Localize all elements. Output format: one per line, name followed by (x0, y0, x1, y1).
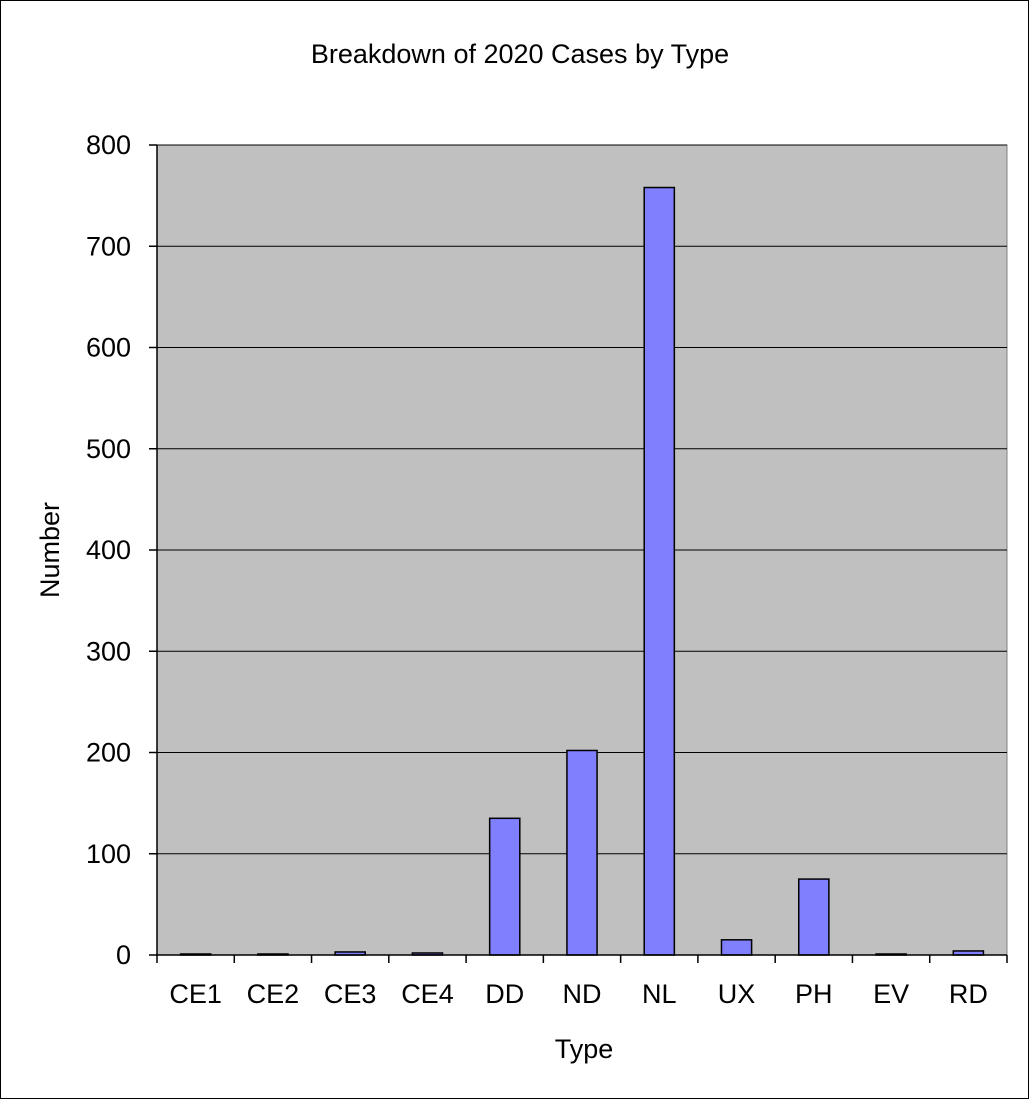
x-tick-label: DD (485, 979, 524, 1009)
x-tick-label: EV (873, 979, 909, 1009)
y-axis-title: Number (35, 502, 65, 598)
y-tick-label: 500 (86, 434, 131, 464)
x-tick-label: CE1 (169, 979, 222, 1009)
y-axis-ticks: 0 100 200 300 400 500 600 700 800 (86, 130, 157, 970)
x-tick-label: ND (563, 979, 602, 1009)
x-axis-title: Type (555, 1034, 614, 1064)
x-tick-label: CE4 (401, 979, 454, 1009)
y-tick-label: 700 (86, 231, 131, 261)
bar-ux (720, 939, 753, 956)
bar-ph (798, 878, 830, 956)
y-tick-label: 800 (86, 130, 131, 160)
bar-nl (643, 186, 676, 956)
y-tick-label: 400 (86, 535, 131, 565)
bar-nd (566, 749, 598, 956)
x-tick-label: NL (642, 979, 677, 1009)
y-tick-label: 0 (116, 940, 131, 970)
y-tick-label: 300 (86, 636, 131, 666)
y-tick-label: 100 (86, 839, 131, 869)
bars (179, 186, 985, 956)
chart-title: Breakdown of 2020 Cases by Type (311, 39, 729, 69)
y-tick-label: 200 (86, 738, 131, 768)
x-tick-label: PH (795, 979, 833, 1009)
y-tick-label: 600 (86, 333, 131, 363)
bar-dd (488, 817, 521, 956)
gridlines (157, 144, 1007, 855)
x-tick-label: UX (718, 979, 756, 1009)
x-tick-label: CE2 (247, 979, 300, 1009)
x-axis-ticks: CE1 CE2 CE3 CE4 DD ND NL UX PH EV RD (156, 955, 1008, 1009)
x-tick-label: RD (949, 979, 988, 1009)
x-tick-label: CE3 (324, 979, 377, 1009)
